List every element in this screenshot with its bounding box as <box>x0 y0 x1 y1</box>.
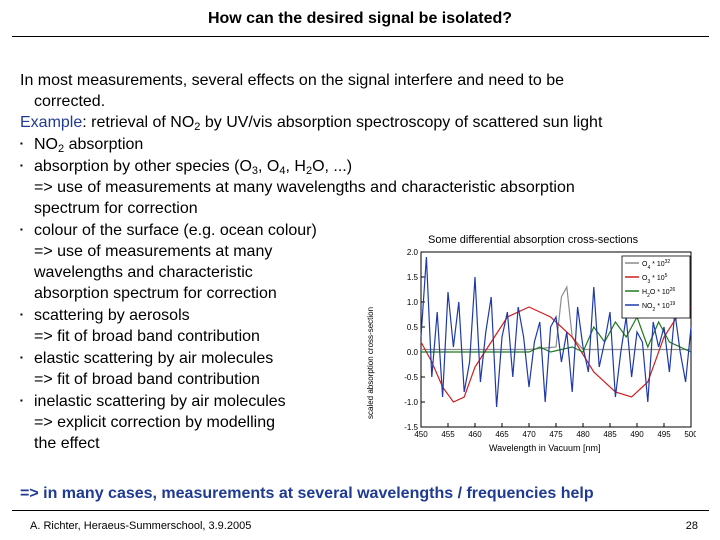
bullet-2-text-d: O, ...) <box>312 158 353 175</box>
chart-x-axis-label: Wavelength in Vacuum [nm] <box>489 443 601 453</box>
legend-label-4: NO2 * 1019 <box>642 301 675 313</box>
bullet-2-sub-1: 3 <box>251 165 259 177</box>
series-line-2 <box>420 306 692 403</box>
chart-legend: O4 * 1032 O3 * 105 H2O * 1026 NO2 * 1019 <box>621 255 691 319</box>
x-tick-label: 475 <box>549 430 563 439</box>
bullet-marker: ▪ <box>20 353 23 362</box>
bullet-6-line-2: => explicit correction by modelling <box>34 414 276 431</box>
example-text-b: by UV/vis absorption spectroscopy of sca… <box>200 114 603 131</box>
bullet-marker: ▪ <box>20 225 23 234</box>
series-line-1 <box>421 285 691 351</box>
bullet-2-text-b: , O <box>258 158 280 175</box>
chart-title: Some differential absorption cross-secti… <box>428 234 639 246</box>
x-tick-label: 465 <box>495 430 509 439</box>
x-tick-label: 470 <box>522 430 536 439</box>
slide-title: How can the desired signal be isolated? <box>207 10 513 27</box>
x-tick-label: 500 <box>684 430 696 439</box>
series-line-4 <box>420 256 692 408</box>
bullet-3: ▪ colour of the surface (e.g. ocean colou… <box>20 219 690 241</box>
intro-line-1: In most measurements, several effects on… <box>20 72 565 89</box>
series-line-3 <box>421 315 692 353</box>
bullet-4-text: scattering by aerosols <box>34 307 190 324</box>
axis-ticks: 450 455 460 465 470 475 480 485 490 495 500 -1.5 -1.… <box>404 248 696 439</box>
bullet-1-sub: 2 <box>58 143 65 155</box>
bullet-2: ▪ absorption by other species (O3, O4, H2… <box>20 155 690 177</box>
example-label: Example <box>20 114 83 131</box>
bullet-2-text-c: , H <box>285 158 306 175</box>
example-line: Example: retrieval of NO2 by UV/vis abso… <box>20 112 690 133</box>
x-tick-label: 495 <box>657 430 671 439</box>
bullet-1: ▪ NO2 absorption <box>20 133 690 155</box>
slide-body: In most measurements, several effects on… <box>20 70 690 454</box>
y-tick-label: 1.5 <box>407 273 419 282</box>
bullet-3-line-3: wavelengths and characteristic <box>34 264 253 281</box>
bullet-2-line-2: => use of measurements at many wavelengt… <box>34 179 575 196</box>
bullet-marker: ▪ <box>20 396 23 405</box>
y-tick-label: -1.5 <box>404 423 418 432</box>
footer-citation: A. Richter, Heraeus-Summerschool, 3.9.20… <box>30 520 252 532</box>
legend-label-1: O4 * 1032 <box>642 259 670 271</box>
y-tick-label: -0.5 <box>404 373 418 382</box>
bullet-4-line-2: => fit of broad band contribution <box>34 328 260 345</box>
cross-section-chart: Some differential absorption cross-secti… <box>366 234 696 453</box>
legend-box <box>621 255 691 319</box>
x-tick-label: 450 <box>414 430 428 439</box>
example-text-a: : retrieval of NO <box>82 114 195 131</box>
x-tick-label: 480 <box>576 430 590 439</box>
legend-label-3: H2O * 1026 <box>642 287 675 299</box>
intro-line-2: corrected. <box>34 93 106 110</box>
bullet-3-line-4: absorption spectrum for correction <box>34 285 277 302</box>
bullet-5-line-2: => fit of broad band contribution <box>34 371 260 388</box>
bullet-6: ▪ inelastic scattering by air molecules <box>20 390 690 412</box>
bullet-6-text: inelastic scattering by air molecules <box>34 393 286 410</box>
bullet-6-line-3: the effect <box>34 435 100 452</box>
y-tick-label: 1.0 <box>407 298 419 307</box>
x-tick-label: 460 <box>468 430 482 439</box>
x-tick-label: 455 <box>441 430 455 439</box>
bullet-2-text-a: absorption by other species (O <box>34 158 252 175</box>
bullet-marker: ▪ <box>20 139 23 148</box>
x-tick-label: 485 <box>603 430 617 439</box>
y-tick-label: 0.0 <box>407 348 419 357</box>
conclusion-text: => in many cases, measurements at severa… <box>20 485 594 502</box>
bullet-1-text-a: NO <box>34 136 58 153</box>
bullet-4: ▪ scattering by aerosols <box>20 304 690 326</box>
bullet-2-sub-3: 2 <box>305 165 313 177</box>
bullet-5-text: elastic scattering by air molecules <box>34 350 274 367</box>
chart-y-axis-label: scaled absorption cross-section <box>366 307 375 419</box>
bullet-1-text-b: absorption <box>64 136 144 153</box>
example-subscript: 2 <box>194 121 201 133</box>
title-divider <box>12 36 709 37</box>
y-tick-label: -1.0 <box>404 398 418 407</box>
legend-label-2: O3 * 105 <box>642 273 668 285</box>
page-number: 28 <box>685 520 698 532</box>
x-tick-label: 490 <box>630 430 644 439</box>
y-tick-label: 0.5 <box>407 323 419 332</box>
series-lines <box>420 256 692 408</box>
bullet-marker: ▪ <box>20 161 23 170</box>
bullet-5: ▪ elastic scattering by air molecules <box>20 347 690 369</box>
bullet-3-text: colour of the surface (e.g. ocean colour… <box>34 222 317 239</box>
bullet-2-sub-2: 4 <box>279 165 286 177</box>
bullet-3-line-2: => use of measurements at many <box>34 243 273 260</box>
footer-divider <box>12 510 709 511</box>
bullet-marker: ▪ <box>20 310 23 319</box>
bullet-2-line-3: spectrum for correction <box>34 200 198 217</box>
y-tick-label: 2.0 <box>407 248 419 257</box>
